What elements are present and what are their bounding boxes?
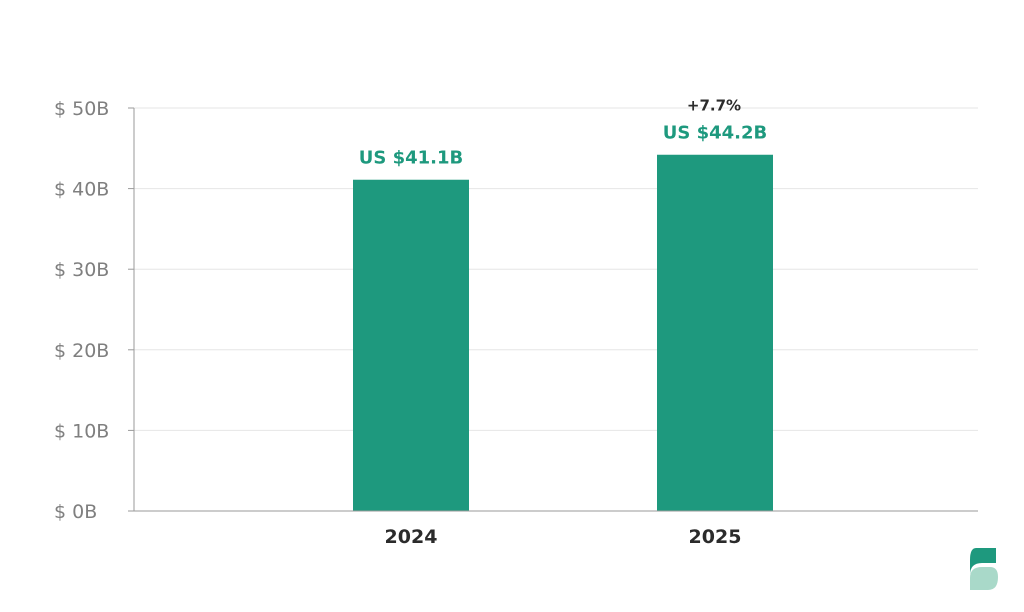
y-tick-label: $ 0B bbox=[54, 501, 97, 523]
growth-annotation: +7.7% bbox=[687, 97, 741, 115]
y-tick-label: $ 20B bbox=[54, 340, 109, 362]
y-axis-ticks: $ 0B $ 10B $ 20B $ 30B $ 40B $ 50B bbox=[54, 98, 134, 523]
data-labels: US $41.1B US $44.2B +7.7% bbox=[359, 97, 768, 169]
data-label: US $41.1B bbox=[359, 148, 464, 169]
y-tick-label: $ 40B bbox=[54, 179, 109, 201]
statista-logo-icon bbox=[970, 548, 998, 590]
y-tick-label: $ 30B bbox=[54, 259, 109, 281]
gridlines bbox=[134, 107, 978, 431]
bar-2025 bbox=[657, 154, 773, 512]
x-axis-ticks: 2024 2025 bbox=[385, 526, 742, 548]
y-tick-label: $ 10B bbox=[54, 420, 109, 442]
bars bbox=[353, 154, 773, 512]
logo-top-shape bbox=[970, 548, 996, 575]
logo-bottom-shape bbox=[970, 567, 998, 590]
x-tick-label: 2025 bbox=[689, 526, 742, 548]
data-label: US $44.2B bbox=[663, 123, 768, 144]
x-tick-label: 2024 bbox=[385, 526, 438, 548]
y-tick-label: $ 50B bbox=[54, 98, 109, 120]
bar-2024 bbox=[353, 179, 469, 511]
